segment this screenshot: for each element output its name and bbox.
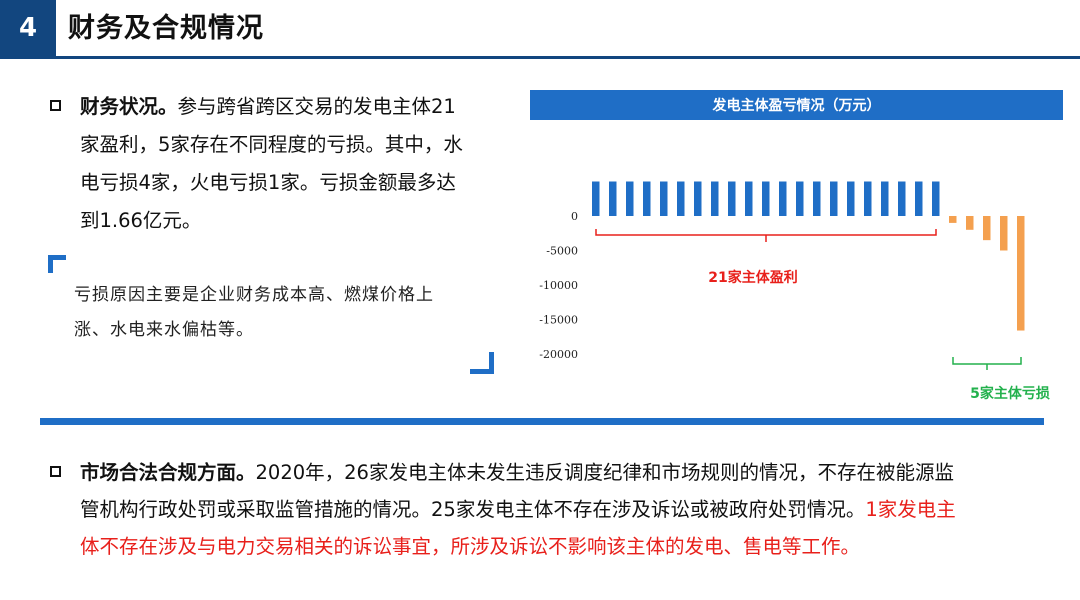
profit-bar bbox=[881, 181, 889, 216]
bullet-square-icon bbox=[50, 100, 61, 111]
finance-line-4: 到1.66亿元。 bbox=[80, 209, 202, 232]
profit-bar bbox=[643, 181, 651, 216]
profit-bar bbox=[677, 181, 685, 216]
loss-bar bbox=[983, 216, 991, 241]
loss-brace bbox=[952, 357, 1022, 370]
profit-bar bbox=[864, 181, 872, 216]
page-title: 财务及合规情况 bbox=[68, 13, 264, 44]
profit-brace bbox=[595, 229, 937, 242]
section-number: 4 bbox=[0, 0, 56, 56]
y-tick-label: 0 bbox=[571, 210, 578, 223]
profit-loss-chart: 0 -5000 -10000 -15000 -20000 21家主体盈利 5家主体亏损 bbox=[539, 181, 1050, 402]
profit-bar bbox=[609, 181, 617, 216]
profit-bar bbox=[847, 181, 855, 216]
loss-reason-quote: 亏损原因主要是企业财务成本高、燃煤价格上 涨、水电来水偏枯等。 bbox=[74, 278, 504, 348]
y-tick-label: -15000 bbox=[539, 314, 578, 327]
compliance-line-2-red: 1家发电主 bbox=[865, 498, 956, 521]
profit-bar bbox=[779, 181, 787, 216]
profit-bar bbox=[711, 181, 719, 216]
y-tick-label: -20000 bbox=[539, 348, 578, 361]
loss-bar bbox=[1017, 216, 1025, 331]
chart-title: 发电主体盈亏情况（万元） bbox=[530, 90, 1063, 120]
section-divider bbox=[40, 418, 1044, 425]
loss-bar bbox=[949, 216, 957, 223]
y-tick-label: -10000 bbox=[539, 279, 578, 292]
profit-bar bbox=[592, 181, 600, 216]
profit-bar bbox=[830, 181, 838, 216]
profit-bar bbox=[932, 181, 940, 216]
compliance-line-1: 2020年，26家发电主体未发生违反调度纪律和市场规则的情况，不存在被能源监 bbox=[255, 461, 954, 484]
finance-paragraph: 财务状况。参与跨省跨区交易的发电主体21 家盈利，5家存在不同程度的亏损。其中，… bbox=[80, 88, 520, 240]
profit-bar bbox=[796, 181, 804, 216]
header-rule bbox=[0, 56, 1080, 59]
profit-bar bbox=[660, 181, 668, 216]
quote-line-2: 涨、水电来水偏枯等。 bbox=[74, 320, 254, 340]
profit-bar bbox=[626, 181, 634, 216]
profit-bar bbox=[745, 181, 753, 216]
profit-bar bbox=[915, 181, 923, 216]
profit-bar bbox=[728, 181, 736, 216]
quote-corner-bottom-right bbox=[470, 352, 494, 374]
compliance-paragraph: 市场合法合规方面。2020年，26家发电主体未发生违反调度纪律和市场规则的情况，… bbox=[80, 454, 1040, 565]
compliance-lead: 市场合法合规方面。 bbox=[80, 461, 256, 484]
compliance-line-3-red: 体不存在涉及与电力交易相关的诉讼事宜，所涉及诉讼不影响该主体的发电、售电等工作。 bbox=[80, 535, 861, 558]
loss-bar bbox=[966, 216, 974, 230]
finance-line-1: 参与跨省跨区交易的发电主体21 bbox=[177, 95, 456, 118]
profit-bar bbox=[813, 181, 821, 216]
profit-bar bbox=[898, 181, 906, 216]
finance-line-3: 电亏损4家，火电亏损1家。亏损金额最多达 bbox=[80, 171, 456, 194]
loss-bar bbox=[1000, 216, 1008, 251]
quote-line-1: 亏损原因主要是企业财务成本高、燃煤价格上 bbox=[74, 285, 434, 305]
profit-bar bbox=[694, 181, 702, 216]
finance-line-2: 家盈利，5家存在不同程度的亏损。其中，水 bbox=[80, 133, 463, 156]
compliance-line-2: 管机构行政处罚或采取监管措施的情况。25家发电主体不存在涉及诉讼或被政府处罚情况… bbox=[80, 498, 866, 521]
loss-annotation: 5家主体亏损 bbox=[970, 385, 1050, 402]
finance-lead: 财务状况。 bbox=[80, 95, 178, 118]
quote-corner-top-left bbox=[48, 255, 66, 273]
y-tick-label: -5000 bbox=[546, 245, 578, 258]
profit-annotation: 21家主体盈利 bbox=[708, 269, 797, 286]
profit-bar bbox=[762, 181, 770, 216]
bullet-square-icon bbox=[50, 466, 61, 477]
